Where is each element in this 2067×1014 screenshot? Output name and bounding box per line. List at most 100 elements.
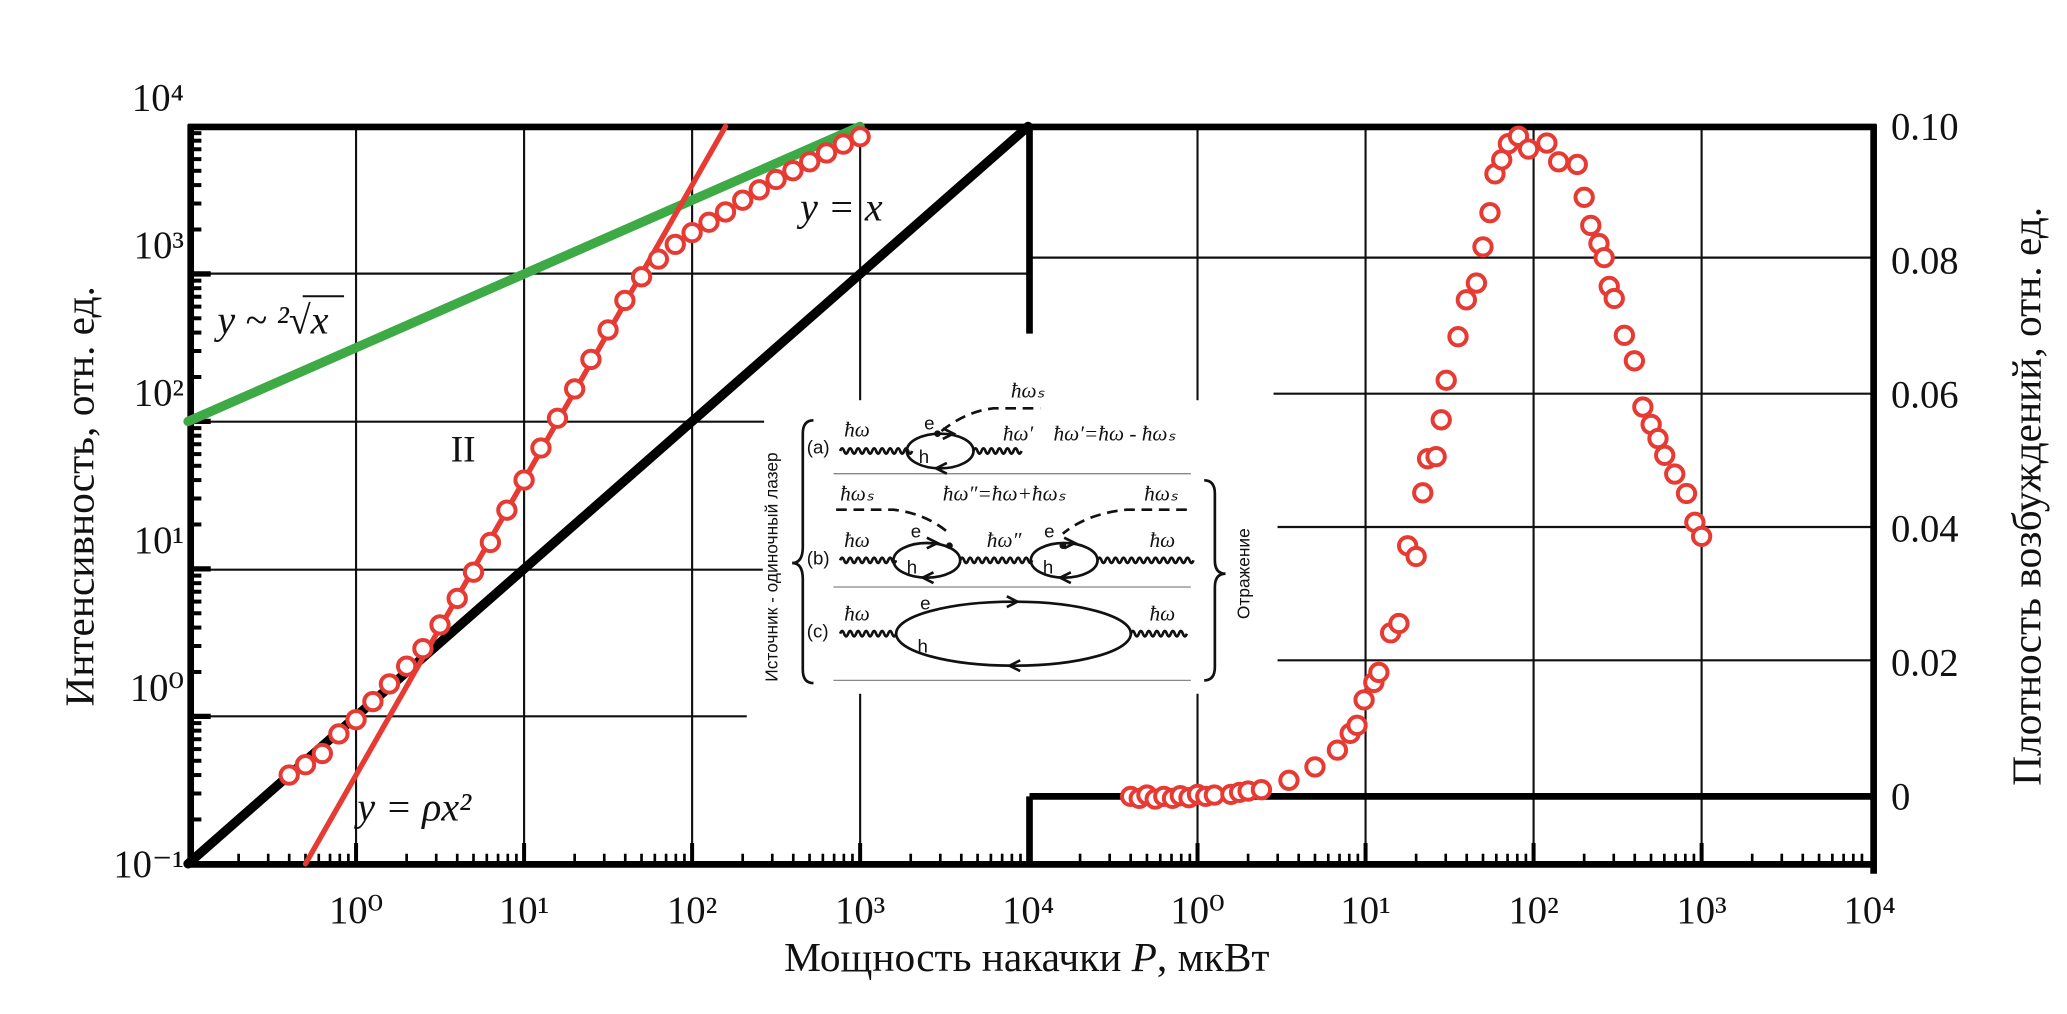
row-b-h1: h [907,557,917,578]
data-point [1654,444,1676,466]
data-point [782,159,804,182]
data-point [597,319,619,341]
data-point [1405,545,1427,568]
data-point [1250,779,1273,801]
data-point [1353,689,1375,711]
photon-wavy-line [838,556,898,565]
row-a-vertex [934,430,941,437]
data-point [278,764,300,786]
gridlines [190,126,1874,865]
row-b-in: ħω [844,528,870,552]
propagator-arrows [919,427,1078,673]
y-tick-label: 10³ [134,225,184,267]
x-tick-label: 10² [667,890,717,932]
x-axis-title-unit: , мкВт [1157,934,1270,980]
data-point [1547,151,1570,173]
data-point [496,499,518,521]
x-tick-label: 10³ [1676,890,1726,932]
x-tick-label: 10⁴ [1844,890,1896,932]
data-point [832,133,854,155]
series-right [1119,125,1713,810]
data-point [1425,445,1447,468]
inset-diagrams: Источник - одиночный лазер Отражение (a)… [761,379,1278,688]
data-point [412,637,434,660]
data-point [1479,202,1501,224]
data-point [1647,427,1669,450]
y-axis-title-right: Плотность возбуждений, отн. ед. [2003,207,2049,786]
x-tick-label: 10¹ [499,890,549,932]
x-tick-label: 10⁴ [1002,890,1054,932]
data-point [1368,661,1390,684]
x-tick-label: 10¹ [1340,890,1390,932]
row-b-mid: ħω″ [987,528,1023,552]
data-point [513,469,535,491]
data-point [395,655,418,677]
row-b-formula: ħω″=ħω+ħωₛ [943,481,1067,505]
row-a-scattered-photon [940,406,1041,433]
data-point [1455,289,1478,311]
y-tick-label: 10¹ [134,520,184,562]
data-point [765,168,787,191]
row-b-e1: e [911,521,921,542]
x-tick-label: 10² [1508,890,1558,932]
arrow-icon [1057,571,1072,585]
x-axis-title-main: Мощность накачки [784,934,1132,980]
row-b-out: ħω [1150,528,1176,552]
arrow-icon [1006,595,1021,609]
data-point [1304,756,1326,778]
row-b-scattered-left: ħωₛ [840,481,875,505]
row-c-tag: (c) [807,621,829,642]
arrow-icon [919,571,935,585]
data-point [748,179,770,201]
left-brace [792,418,814,685]
y-tick-label-right: 0.02 [1891,643,1959,685]
x-tick-label: 10⁰ [329,890,383,932]
row-b-dashed-right [1061,508,1187,535]
photon-wavy-line [958,556,1034,565]
data-point [1690,525,1713,548]
data-point [563,378,586,400]
data-point [328,723,350,745]
data-point [1412,482,1434,504]
photon-wavy-line [1129,629,1189,638]
y-tick-label-right: 0.08 [1891,241,1959,283]
data-point [630,266,653,288]
y-axis-title-left: Интенсивность, отн. ед. [56,286,102,706]
data-point [1326,739,1349,761]
data-point [1675,482,1698,505]
data-point [446,587,468,610]
data-point [698,211,720,233]
data-point [815,142,838,164]
annotation-sqrt: y ~ ²√x [213,298,328,343]
row-a-out: ħω′ [1003,421,1034,445]
data-point [614,289,636,312]
y-tick-label: 10⁴ [132,77,184,119]
minor-ticks [190,131,1864,867]
row-b-h2: h [1043,557,1053,578]
series-left [278,126,871,786]
x-tick-label: 10³ [835,890,885,932]
data-point [714,201,737,223]
row-b-vertex-1 [946,542,953,550]
row-b-dashed-left [836,508,951,535]
annotation-region-ii: II [451,430,476,471]
data-point [1346,714,1368,737]
y-tick-label: 10² [134,372,184,414]
row-c-out: ħω [1150,601,1176,625]
data-point [647,248,670,270]
data-point [1603,287,1625,310]
data-point [1580,214,1602,237]
row-b-scattered-right: ħωₛ [1144,481,1179,505]
row-a-formula: ħω′=ħω - ħωₛ [1054,421,1177,445]
data-point [732,189,754,211]
data-point [1593,246,1615,269]
row-c-e: e [920,593,930,614]
data-point [1517,138,1540,160]
arrow-icon [933,461,948,475]
row-a-in: ħω [844,417,870,441]
row-c-in: ħω [844,601,870,625]
data-point [580,348,602,371]
data-point [530,437,552,459]
data-point [1536,132,1558,154]
